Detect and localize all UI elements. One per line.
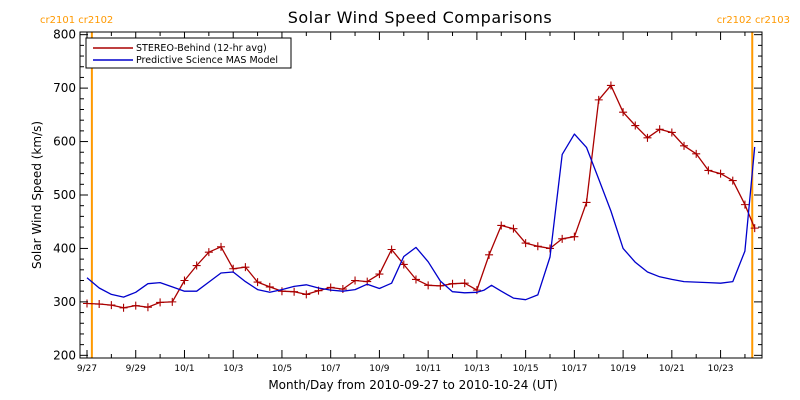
series-point-0 (351, 276, 360, 285)
series-point-0 (570, 232, 579, 241)
series-point-0 (217, 242, 226, 251)
series-point-0 (533, 242, 542, 251)
y-axis-label: Solar Wind Speed (km/s) (30, 121, 44, 269)
y-axis: 200 300 400 500 600 700 800 (53, 28, 762, 362)
series-point-0 (241, 263, 250, 272)
series-point-0 (192, 261, 201, 270)
series-point-0 (655, 125, 664, 134)
series-point-0 (509, 224, 518, 233)
x-tick-label: 10/5 (272, 364, 292, 374)
series-point-0 (606, 81, 615, 90)
series-point-0 (750, 224, 759, 233)
x-tick-label: 10/11 (415, 364, 441, 374)
series-point-0 (338, 285, 347, 294)
x-tick-label: 10/15 (513, 364, 539, 374)
series-point-0 (143, 303, 152, 312)
x-tick-label: 10/23 (708, 364, 734, 374)
series-point-0 (107, 301, 116, 310)
y-tick-label: 400 (53, 241, 76, 255)
series-point-0 (619, 108, 628, 117)
x-tick-label: 10/19 (610, 364, 636, 374)
x-tick-label: 10/3 (223, 364, 243, 374)
x-tick-label: 10/21 (659, 364, 685, 374)
series-point-0 (411, 275, 420, 284)
legend-box (85, 37, 292, 69)
series-point-0 (265, 282, 274, 291)
x-tick-label: 9/27 (77, 364, 97, 374)
series-point-0 (95, 300, 104, 309)
series-point-0 (399, 260, 408, 269)
series-point-0 (436, 281, 445, 290)
series-point-0 (168, 297, 177, 306)
series-point-0 (558, 234, 567, 243)
series-point-0 (582, 198, 591, 207)
series-point-0 (277, 287, 286, 296)
series-point-0 (424, 281, 433, 290)
series-line-0 (86, 84, 756, 309)
series-point-0 (716, 169, 725, 178)
x-tick-label: 10/1 (174, 364, 194, 374)
x-tick-label: 10/13 (464, 364, 490, 374)
chart-title: Solar Wind Speed Comparisons (288, 8, 553, 27)
x-tick-label: 10/9 (369, 364, 389, 374)
series-point-0 (631, 121, 640, 130)
legend-label-stereo: STEREO-Behind (12-hr avg) (136, 43, 267, 54)
series-point-0 (156, 298, 165, 307)
series-point-0 (704, 166, 713, 175)
series-point-0 (131, 301, 140, 310)
series-point-0 (667, 128, 676, 137)
carrington-label-right: cr2102 cr2103 (717, 15, 790, 26)
series-layer (83, 81, 759, 312)
legend: STEREO-Behind (12-hr avg) Predictive Sci… (85, 37, 292, 69)
series-point-0 (204, 248, 213, 257)
series-point-0 (387, 245, 396, 254)
x-axis: 9/27 9/29 10/1 10/3 10/5 10/7 10/9 10/11 10/13 10… (77, 32, 746, 374)
series-point-0 (302, 290, 311, 299)
series-point-0 (485, 250, 494, 259)
legend-label-mas: Predictive Science MAS Model (136, 55, 278, 66)
plot-frame (79, 31, 763, 359)
series-point-0 (290, 287, 299, 296)
series-point-0 (680, 141, 689, 150)
series-point-0 (83, 299, 91, 308)
x-tick-label: 10/7 (321, 364, 341, 374)
y-tick-label: 300 (53, 295, 76, 309)
x-tick-label: 9/29 (126, 364, 146, 374)
series-point-0 (253, 278, 262, 287)
carrington-markers (90, 32, 754, 358)
series-point-0 (594, 95, 603, 104)
series-point-0 (728, 176, 737, 185)
series-point-0 (180, 276, 189, 285)
series-point-0 (375, 270, 384, 279)
series-line-1 (86, 133, 756, 301)
x-tick-label: 10/17 (561, 364, 587, 374)
series-point-0 (460, 279, 469, 288)
y-tick-label: 800 (53, 28, 76, 42)
carrington-label-left: cr2101 cr2102 (40, 15, 113, 26)
series-point-0 (497, 221, 506, 230)
y-tick-label: 700 (53, 81, 76, 95)
x-axis-label: Month/Day from 2010-09-27 to 2010-10-24 … (268, 378, 557, 392)
series-point-0 (448, 279, 457, 288)
series-point-0 (521, 239, 530, 248)
series-point-0 (692, 149, 701, 158)
y-tick-label: 500 (53, 188, 76, 202)
series-point-0 (643, 133, 652, 142)
series-point-0 (740, 200, 749, 209)
y-tick-label: 200 (53, 348, 76, 362)
series-point-0 (119, 303, 128, 312)
series-point-0 (545, 244, 554, 253)
y-tick-label: 600 (53, 135, 76, 149)
